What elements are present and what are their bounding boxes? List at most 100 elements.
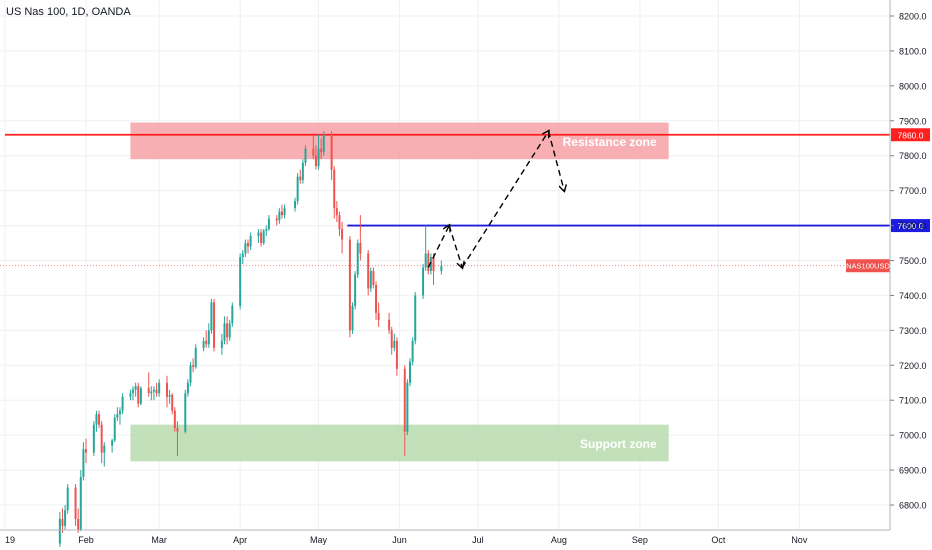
candle [341,222,344,254]
candle [171,393,174,415]
x-tick-label: Jun [392,535,407,545]
candle [134,382,137,397]
resistance-zone-label: Resistance zone [563,135,657,149]
candle [314,145,317,170]
candle-body [369,270,372,289]
candle-body [213,302,216,348]
candle [257,229,260,244]
candle-body [139,387,142,404]
candle [186,379,189,397]
candle [100,421,103,464]
candle-body [207,330,210,345]
y-tick-label: 7800.0 [899,151,927,161]
candle [220,333,223,355]
candle-body [440,265,443,271]
candle [429,253,432,275]
candle-body [82,449,85,478]
level-price-label: 7600.0 [898,221,924,231]
projection-segment [461,131,548,268]
candle-body [432,257,435,271]
x-tick-label: Nov [791,535,808,545]
candle [424,225,427,271]
candle-body [189,365,192,383]
candle-body [409,361,411,383]
candle-body [111,440,114,446]
candle-body [424,253,427,268]
candle-body [129,393,132,397]
candle-body [335,208,338,216]
candle [61,508,64,533]
y-tick-label: 7900.0 [899,116,927,126]
candle [74,484,77,526]
candle-body [348,239,351,331]
candle [283,204,286,219]
x-tick-label: 19 [5,535,15,545]
candle [132,386,135,401]
candle-body [354,274,357,306]
candle-body [330,134,333,170]
candle-body [317,148,320,167]
current-price-label: NAS100USD [846,262,890,271]
candle [411,337,414,366]
candle-body [74,487,77,519]
candle [304,145,307,167]
candle-body [100,424,103,453]
y-tick-label: 6800.0 [899,501,927,511]
candle [111,438,114,453]
candle-body [194,347,197,368]
candle [176,421,179,457]
x-tick-label: Oct [711,535,726,545]
candle [249,232,252,251]
candle-body [85,449,87,453]
candle [205,330,208,348]
candle-body [247,243,249,247]
candle-body [367,253,370,289]
candle [155,382,158,397]
x-tick-label: Sep [632,535,648,545]
candle [192,358,195,373]
x-tick-label: Aug [551,535,567,545]
candle [322,131,325,156]
candles [58,131,443,547]
candle-body [134,386,137,390]
y-tick-label: 7200.0 [899,361,927,371]
candle-body [403,368,406,432]
candle [354,270,357,310]
chart-title: US Nas 100, 1D, OANDA [6,6,131,18]
candle-body [228,323,231,338]
y-tick-label: 8200.0 [899,12,927,22]
candle [372,267,375,289]
y-tick-label: 7500.0 [899,256,927,266]
candle [296,173,299,205]
candle [406,379,409,436]
projection-segment [448,225,462,268]
y-tick-label: 8000.0 [899,81,927,91]
candle-body [132,389,135,394]
candle [440,260,443,275]
candle [194,344,197,369]
candle-body [294,201,297,209]
candle-body [158,382,161,394]
candle-body [267,218,270,230]
candle-body [113,417,116,441]
candle-body [239,257,242,306]
candle [369,267,372,292]
candle [64,505,67,530]
candle [150,386,153,401]
candle-body [152,389,155,392]
candle [403,365,406,457]
candle-body [223,323,226,341]
candle-body [150,391,153,394]
candle [184,389,187,434]
candle-body [249,236,252,247]
candle-body [137,386,140,404]
candle-body [118,410,121,415]
candle-body [299,176,302,181]
candle-body [411,340,414,362]
candle-body [61,518,64,526]
candle-body [320,148,323,153]
candle [210,298,213,334]
candle [244,239,247,258]
candle [98,410,101,429]
